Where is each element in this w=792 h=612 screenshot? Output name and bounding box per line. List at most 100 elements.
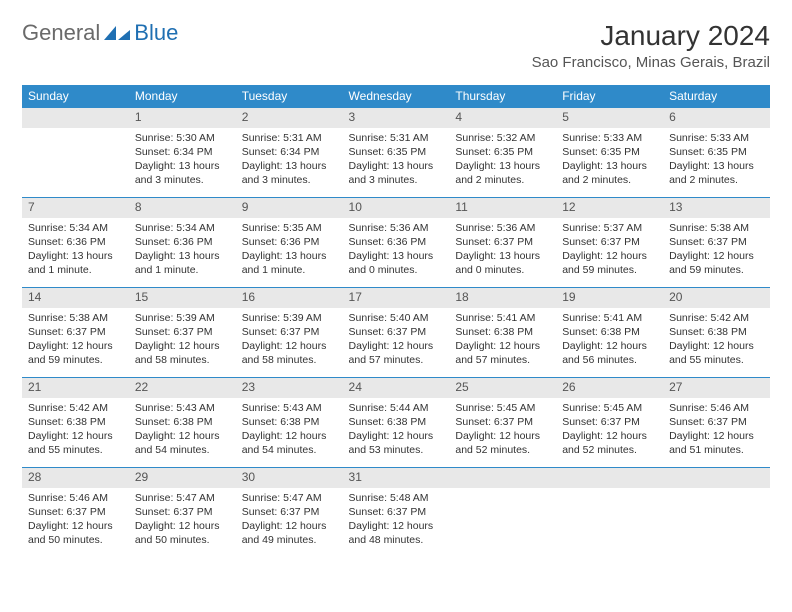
calendar-day-cell: 20Sunrise: 5:42 AMSunset: 6:38 PMDayligh… [663,288,770,378]
sunset-text: Sunset: 6:36 PM [242,235,337,249]
day-number: 13 [663,198,770,218]
calendar-day-cell: 29Sunrise: 5:47 AMSunset: 6:37 PMDayligh… [129,468,236,558]
day-details: Sunrise: 5:37 AMSunset: 6:37 PMDaylight:… [556,218,663,284]
sunset-text: Sunset: 6:38 PM [28,415,123,429]
day-number [449,468,556,488]
daylight-text: Daylight: 12 hours and 50 minutes. [135,519,230,547]
day-details [556,488,663,548]
sunset-text: Sunset: 6:37 PM [455,415,550,429]
sunrise-text: Sunrise: 5:42 AM [28,401,123,415]
day-details [22,128,129,188]
day-details: Sunrise: 5:34 AMSunset: 6:36 PMDaylight:… [22,218,129,284]
sunrise-text: Sunrise: 5:47 AM [135,491,230,505]
calendar-week-row: 14Sunrise: 5:38 AMSunset: 6:37 PMDayligh… [22,288,770,378]
calendar-day-cell [449,468,556,558]
calendar-day-cell: 9 Sunrise: 5:35 AMSunset: 6:36 PMDaylight… [236,198,343,288]
sunset-text: Sunset: 6:37 PM [28,325,123,339]
day-number: 22 [129,378,236,398]
sunset-text: Sunset: 6:37 PM [242,505,337,519]
sunrise-text: Sunrise: 5:42 AM [669,311,764,325]
daylight-text: Daylight: 12 hours and 53 minutes. [349,429,444,457]
calendar-day-cell: 23Sunrise: 5:43 AMSunset: 6:38 PMDayligh… [236,378,343,468]
calendar-day-cell: 6Sunrise: 5:33 AMSunset: 6:35 PMDaylight… [663,108,770,198]
calendar-day-cell: 26Sunrise: 5:45 AMSunset: 6:37 PMDayligh… [556,378,663,468]
calendar-day-cell: 4Sunrise: 5:32 AMSunset: 6:35 PMDaylight… [449,108,556,198]
sunrise-text: Sunrise: 5:45 AM [562,401,657,415]
day-details: Sunrise: 5:44 AMSunset: 6:38 PMDaylight:… [343,398,450,464]
day-number: 10 [343,198,450,218]
sunrise-text: Sunrise: 5:45 AM [455,401,550,415]
sunrise-text: Sunrise: 5:35 AM [242,221,337,235]
day-number: 1 [129,108,236,128]
brand-text-general: General [22,20,100,46]
day-number: 23 [236,378,343,398]
sunset-text: Sunset: 6:38 PM [669,325,764,339]
sunset-text: Sunset: 6:37 PM [135,505,230,519]
brand-text-blue: Blue [134,20,178,46]
daylight-text: Daylight: 12 hours and 54 minutes. [135,429,230,457]
daylight-text: Daylight: 13 hours and 2 minutes. [562,159,657,187]
sunrise-text: Sunrise: 5:37 AM [562,221,657,235]
sunset-text: Sunset: 6:37 PM [349,505,444,519]
daylight-text: Daylight: 13 hours and 1 minute. [242,249,337,277]
sunrise-text: Sunrise: 5:38 AM [28,311,123,325]
sunset-text: Sunset: 6:36 PM [349,235,444,249]
sunset-text: Sunset: 6:37 PM [242,325,337,339]
daylight-text: Daylight: 12 hours and 58 minutes. [135,339,230,367]
calendar-week-row: 28Sunrise: 5:46 AMSunset: 6:37 PMDayligh… [22,468,770,558]
daylight-text: Daylight: 13 hours and 3 minutes. [349,159,444,187]
calendar-week-row: 21Sunrise: 5:42 AMSunset: 6:38 PMDayligh… [22,378,770,468]
day-number: 26 [556,378,663,398]
day-details: Sunrise: 5:43 AMSunset: 6:38 PMDaylight:… [129,398,236,464]
weekday-header: Thursday [449,85,556,108]
day-details: Sunrise: 5:45 AMSunset: 6:37 PMDaylight:… [449,398,556,464]
day-number: 17 [343,288,450,308]
daylight-text: Daylight: 12 hours and 50 minutes. [28,519,123,547]
sunset-text: Sunset: 6:37 PM [669,235,764,249]
sunset-text: Sunset: 6:37 PM [562,235,657,249]
calendar-day-cell: 11Sunrise: 5:36 AMSunset: 6:37 PMDayligh… [449,198,556,288]
day-details: Sunrise: 5:47 AMSunset: 6:37 PMDaylight:… [129,488,236,554]
day-details: Sunrise: 5:36 AMSunset: 6:36 PMDaylight:… [343,218,450,284]
calendar-day-cell: 10Sunrise: 5:36 AMSunset: 6:36 PMDayligh… [343,198,450,288]
sunrise-text: Sunrise: 5:46 AM [28,491,123,505]
sunrise-text: Sunrise: 5:33 AM [562,131,657,145]
day-details: Sunrise: 5:41 AMSunset: 6:38 PMDaylight:… [556,308,663,374]
month-title: January 2024 [532,20,770,52]
daylight-text: Daylight: 12 hours and 59 minutes. [669,249,764,277]
sunrise-text: Sunrise: 5:41 AM [562,311,657,325]
day-number: 9 [236,198,343,218]
sunset-text: Sunset: 6:37 PM [349,325,444,339]
calendar-day-cell: 17Sunrise: 5:40 AMSunset: 6:37 PMDayligh… [343,288,450,378]
daylight-text: Daylight: 12 hours and 58 minutes. [242,339,337,367]
day-details: Sunrise: 5:39 AMSunset: 6:37 PMDaylight:… [129,308,236,374]
daylight-text: Daylight: 13 hours and 3 minutes. [135,159,230,187]
daylight-text: Daylight: 13 hours and 2 minutes. [455,159,550,187]
sunrise-text: Sunrise: 5:32 AM [455,131,550,145]
daylight-text: Daylight: 13 hours and 0 minutes. [455,249,550,277]
daylight-text: Daylight: 12 hours and 51 minutes. [669,429,764,457]
day-number: 8 [129,198,236,218]
sunset-text: Sunset: 6:37 PM [135,325,230,339]
day-details: Sunrise: 5:38 AMSunset: 6:37 PMDaylight:… [663,218,770,284]
calendar-day-cell: 30Sunrise: 5:47 AMSunset: 6:37 PMDayligh… [236,468,343,558]
calendar-day-cell: 24Sunrise: 5:44 AMSunset: 6:38 PMDayligh… [343,378,450,468]
calendar-day-cell: 13Sunrise: 5:38 AMSunset: 6:37 PMDayligh… [663,198,770,288]
day-number: 16 [236,288,343,308]
day-number: 28 [22,468,129,488]
day-details: Sunrise: 5:39 AMSunset: 6:37 PMDaylight:… [236,308,343,374]
day-details: Sunrise: 5:33 AMSunset: 6:35 PMDaylight:… [663,128,770,194]
calendar-day-cell: 28Sunrise: 5:46 AMSunset: 6:37 PMDayligh… [22,468,129,558]
day-details: Sunrise: 5:30 AMSunset: 6:34 PMDaylight:… [129,128,236,194]
day-number: 15 [129,288,236,308]
calendar-day-cell: 2Sunrise: 5:31 AMSunset: 6:34 PMDaylight… [236,108,343,198]
daylight-text: Daylight: 13 hours and 0 minutes. [349,249,444,277]
calendar-day-cell: 8Sunrise: 5:34 AMSunset: 6:36 PMDaylight… [129,198,236,288]
day-number: 14 [22,288,129,308]
day-details: Sunrise: 5:46 AMSunset: 6:37 PMDaylight:… [22,488,129,554]
sunrise-text: Sunrise: 5:40 AM [349,311,444,325]
day-number: 3 [343,108,450,128]
calendar-day-cell: 7Sunrise: 5:34 AMSunset: 6:36 PMDaylight… [22,198,129,288]
day-details: Sunrise: 5:41 AMSunset: 6:38 PMDaylight:… [449,308,556,374]
day-details: Sunrise: 5:31 AMSunset: 6:34 PMDaylight:… [236,128,343,194]
